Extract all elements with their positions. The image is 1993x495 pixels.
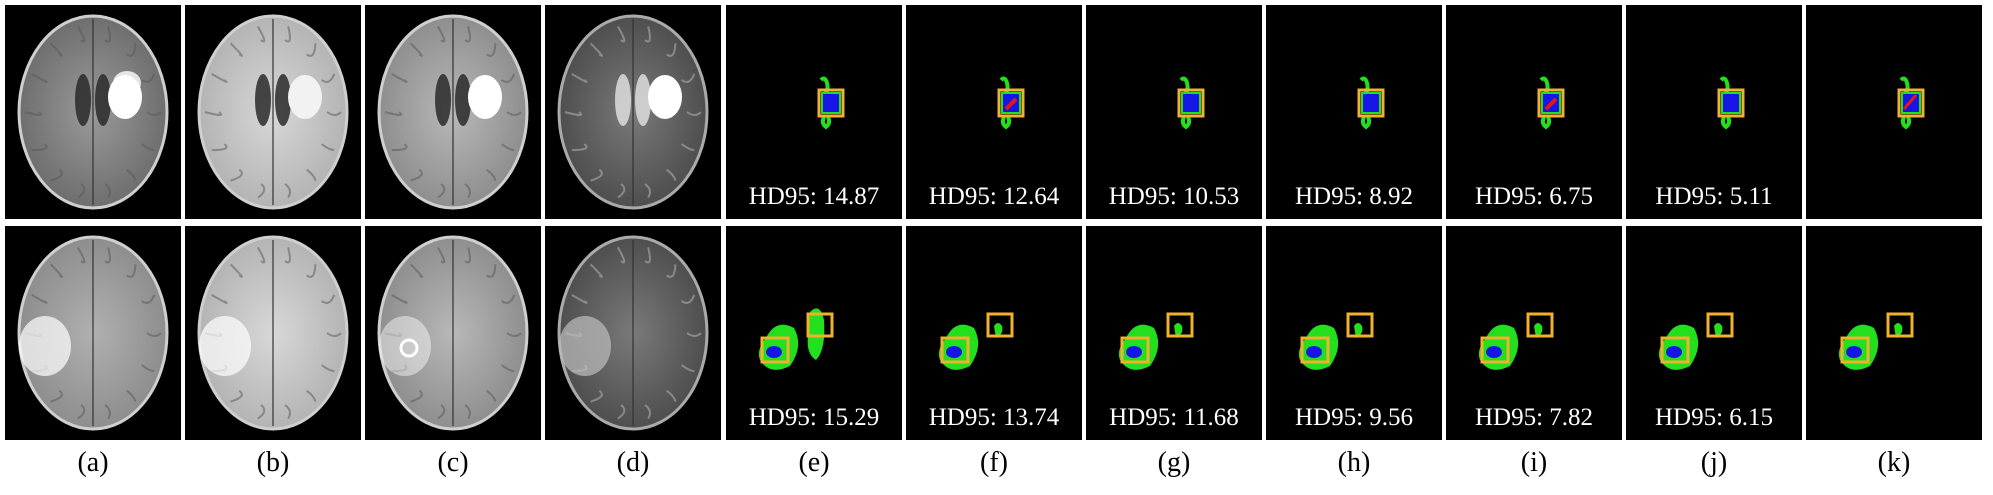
column-caption: (c) (437, 447, 469, 478)
brain-scan-image (377, 235, 529, 431)
segmentation-panel-f-row2: HD95: 13.74 (906, 226, 1082, 440)
tumor-mask-image (1177, 76, 1205, 130)
hd95-score: HD95: 12.64 (928, 183, 1060, 210)
hd95-score: HD95: 7.82 (1474, 404, 1594, 431)
segmentation-panel-i-row1: HD95: 6.75 (1446, 5, 1622, 219)
segmentation-panel-k-row1 (1806, 5, 1982, 219)
column-caption: (a) (77, 447, 109, 478)
segmentation-panel-g-row1: HD95: 10.53 (1086, 5, 1262, 219)
hd95-score: HD95: 6.75 (1474, 183, 1594, 210)
segmentation-panel-f-row1: HD95: 12.64 (906, 5, 1082, 219)
hd95-score: HD95: 13.74 (928, 404, 1060, 431)
tumor-mask-image (1897, 76, 1925, 130)
hd95-score: HD95: 14.87 (748, 183, 880, 210)
hd95-score: HD95: 8.92 (1294, 183, 1414, 210)
hd95-score: HD95: 9.56 (1294, 404, 1414, 431)
segmentation-panel-e-row1: HD95: 14.87 (726, 5, 902, 219)
tumor-mask-image (1537, 76, 1565, 130)
tumor-mask-image (1118, 312, 1194, 370)
hd95-score: HD95: 6.15 (1654, 404, 1774, 431)
tumor-mask-image (817, 76, 845, 130)
hd95-score: HD95: 15.29 (748, 404, 880, 431)
tumor-mask-image (997, 76, 1025, 130)
segmentation-panel-h-row2: HD95: 9.56 (1266, 226, 1442, 440)
segmentation-panel-g-row2: HD95: 11.68 (1086, 226, 1262, 440)
brain-scan-image (197, 235, 349, 431)
column-caption: (k) (1877, 447, 1911, 478)
column-caption: (e) (798, 447, 830, 478)
brain-scan-image (377, 14, 529, 210)
tumor-mask-image (938, 312, 1014, 370)
mri-panel-d-row1 (545, 5, 721, 219)
column-caption: (g) (1157, 447, 1191, 478)
tumor-mask-image (758, 308, 834, 370)
brain-scan-image (197, 14, 349, 210)
hd95-score: HD95: 11.68 (1109, 404, 1239, 431)
brain-scan-image (557, 14, 709, 210)
brain-scan-image (557, 235, 709, 431)
column-caption: (i) (1520, 447, 1548, 478)
mri-panel-c-row1 (365, 5, 541, 219)
brain-scan-image (17, 14, 169, 210)
column-caption: (j) (1700, 447, 1728, 478)
mri-panel-a-row1 (5, 5, 181, 219)
hd95-score: HD95: 10.53 (1108, 183, 1240, 210)
segmentation-panel-e-row2: HD95: 15.29 (726, 226, 902, 440)
column-caption: (h) (1337, 447, 1371, 478)
column-caption: (d) (616, 447, 650, 478)
tumor-mask-image (1357, 76, 1385, 130)
segmentation-panel-j-row2: HD95: 6.15 (1626, 226, 1802, 440)
mri-panel-b-row2 (185, 226, 361, 440)
tumor-mask-image (1478, 312, 1554, 370)
hd95-score: HD95: 5.11 (1655, 183, 1773, 210)
segmentation-panel-j-row1: HD95: 5.11 (1626, 5, 1802, 219)
column-caption: (f) (980, 447, 1008, 478)
mri-panel-d-row2 (545, 226, 721, 440)
column-caption: (b) (256, 447, 290, 478)
tumor-mask-image (1658, 312, 1734, 370)
mri-panel-a-row2 (5, 226, 181, 440)
segmentation-panel-i-row2: HD95: 7.82 (1446, 226, 1622, 440)
tumor-mask-image (1717, 76, 1745, 130)
brain-scan-image (17, 235, 169, 431)
tumor-mask-image (1838, 312, 1914, 370)
segmentation-panel-k-row2 (1806, 226, 1982, 440)
mri-panel-c-row2 (365, 226, 541, 440)
mri-panel-b-row1 (185, 5, 361, 219)
tumor-mask-image (1298, 312, 1374, 370)
segmentation-panel-h-row1: HD95: 8.92 (1266, 5, 1442, 219)
